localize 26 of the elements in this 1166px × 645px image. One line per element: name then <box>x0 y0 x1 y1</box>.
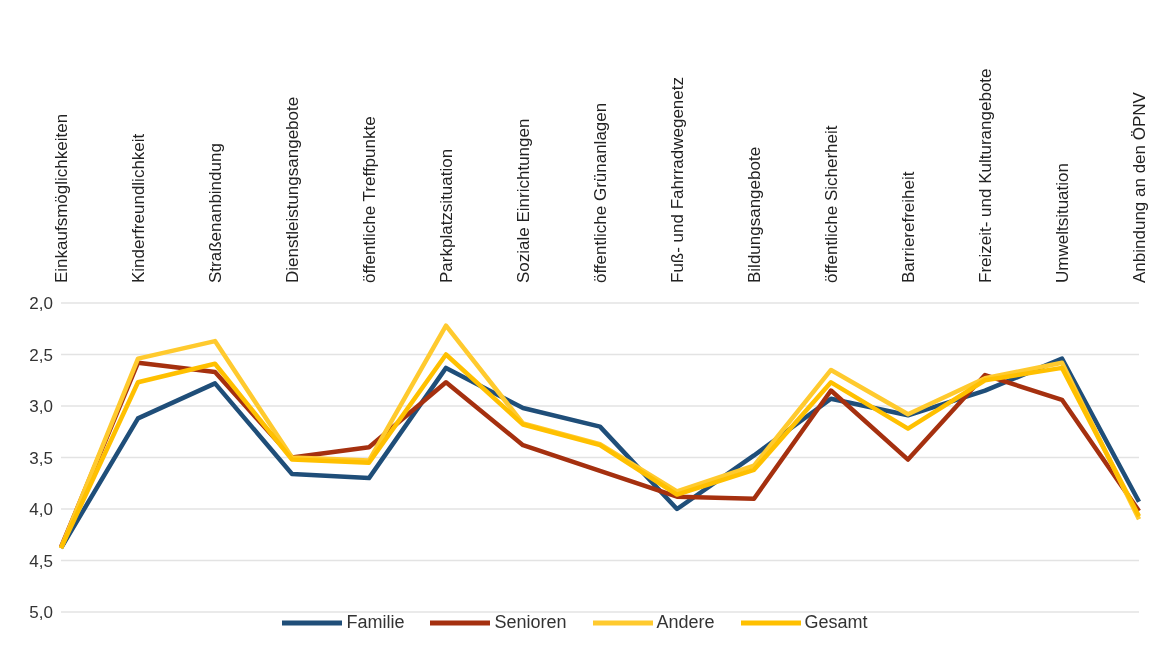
x-tick-label: öffentliche Treffpunkte <box>359 116 379 283</box>
y-tick-label: 5,0 <box>29 603 53 623</box>
x-tick-label: Umweltsituation <box>1052 163 1072 283</box>
x-tick-label: öffentliche Grünanlagen <box>590 102 610 283</box>
x-tick-label: Straßenanbindung <box>205 143 225 283</box>
legend-label: Familie <box>346 612 405 633</box>
y-tick-label: 3,0 <box>29 397 53 417</box>
legend-label: Gesamt <box>804 612 868 633</box>
x-tick-label: Barrierefreiheit <box>898 171 918 283</box>
y-tick-label: 3,5 <box>29 448 53 468</box>
x-tick-label: Fuß- und Fahrradwegenetz <box>667 77 687 283</box>
x-tick-label: Soziale Einrichtungen <box>513 118 533 283</box>
legend-label: Senioren <box>494 612 567 633</box>
x-tick-label: Kinderfreundlichkeit <box>128 133 148 283</box>
y-tick-label: 2,5 <box>29 345 53 365</box>
y-tick-label: 2,0 <box>29 294 53 314</box>
y-tick-label: 4,5 <box>29 551 53 571</box>
x-tick-label: Parkplatzsituation <box>436 148 456 283</box>
y-tick-label: 4,0 <box>29 500 53 520</box>
x-tick-label: Anbindung an den ÖPNV <box>1129 91 1149 283</box>
x-tick-label: Dienstleistungsangebote <box>282 96 302 283</box>
x-tick-label: Freizeit- und Kulturangebote <box>975 68 995 283</box>
x-tick-label: Einkaufsmöglichkeiten <box>51 113 71 283</box>
x-tick-label: öffentliche Sicherheit <box>821 125 841 283</box>
legend-label: Andere <box>656 612 715 633</box>
x-tick-label: Bildungsangebote <box>744 146 764 283</box>
